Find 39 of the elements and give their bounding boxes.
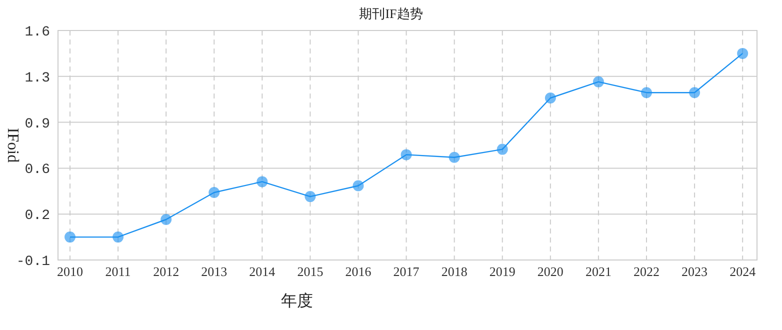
point bbox=[689, 87, 700, 98]
x-tick-label: 2013 bbox=[201, 264, 228, 279]
x-tick-label: 2020 bbox=[537, 264, 564, 279]
y-tick-label: 0.6 bbox=[24, 162, 50, 178]
point bbox=[544, 92, 556, 104]
y-tick-label: 1.3 bbox=[24, 70, 50, 86]
point bbox=[304, 191, 316, 202]
x-axis-title: 年度 bbox=[281, 292, 313, 310]
x-tick-label: 2016 bbox=[345, 264, 372, 279]
point bbox=[160, 214, 172, 225]
x-tick-label: 2015 bbox=[297, 264, 324, 279]
point bbox=[737, 48, 748, 59]
point bbox=[64, 232, 76, 243]
y-tick-label: 0.9 bbox=[24, 116, 50, 132]
y-tick-label: -0.1 bbox=[16, 254, 50, 270]
x-tick-label: 2011 bbox=[105, 264, 131, 279]
x-tick-label: 2022 bbox=[634, 264, 660, 279]
point bbox=[496, 144, 508, 155]
point bbox=[208, 187, 220, 198]
point bbox=[112, 232, 124, 243]
point bbox=[448, 152, 460, 163]
y-tick-label: 0.2 bbox=[24, 208, 50, 224]
x-tick-label: 2014 bbox=[249, 264, 276, 279]
x-tick-label: 2018 bbox=[441, 264, 468, 279]
x-tick-label: 2021 bbox=[585, 264, 612, 279]
point bbox=[400, 149, 412, 160]
point bbox=[592, 76, 604, 88]
point bbox=[352, 180, 364, 192]
point bbox=[256, 176, 268, 188]
point bbox=[641, 87, 652, 98]
x-tick-label: 2017 bbox=[393, 264, 420, 279]
y-tick-label: 1.6 bbox=[24, 24, 50, 40]
chart-title: 期刊IF趋势 bbox=[359, 6, 423, 21]
x-tick-label: 2012 bbox=[153, 264, 180, 279]
x-tick-label: 2019 bbox=[489, 264, 516, 279]
y-axis-title: IFoid bbox=[4, 128, 21, 163]
x-tick-label: 2010 bbox=[57, 264, 84, 279]
x-tick-label: 2024 bbox=[730, 264, 756, 279]
x-tick-label: 2023 bbox=[682, 264, 708, 279]
